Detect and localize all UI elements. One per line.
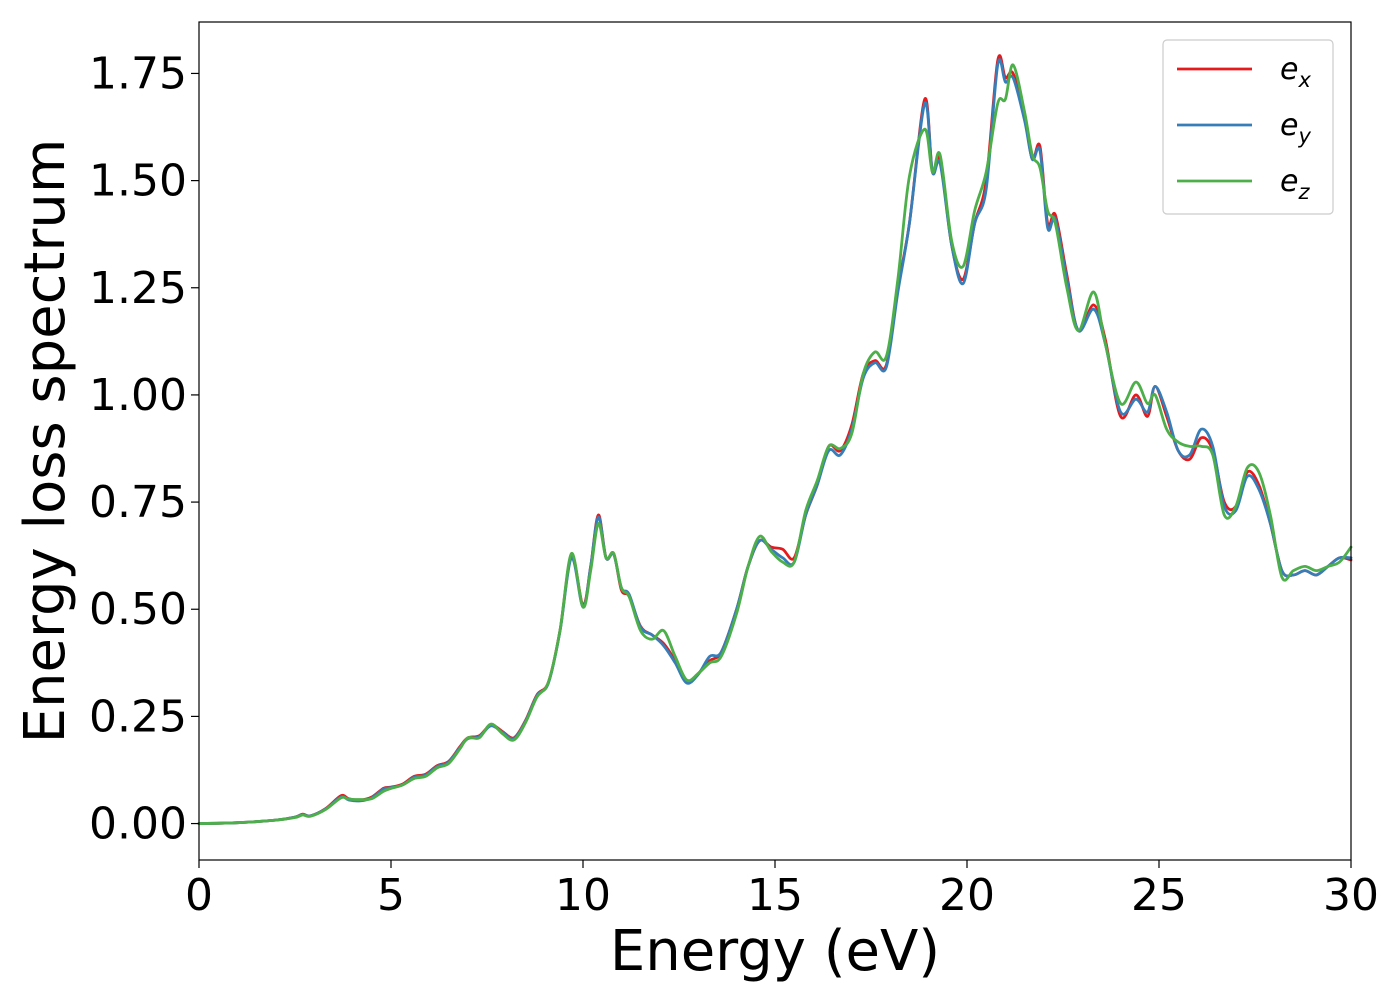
legend-label-x: ex xyxy=(1280,52,1311,92)
legend: ex ey ez xyxy=(1162,39,1334,215)
y-tick-label: 1.50 xyxy=(89,156,187,207)
series-line-z xyxy=(197,63,1353,825)
x-tick-label: 20 xyxy=(939,870,995,921)
legend-label-z: ez xyxy=(1280,164,1310,204)
y-tick-label: 1.25 xyxy=(89,263,187,314)
x-tick-label: 15 xyxy=(747,870,803,921)
legend-label-y: ey xyxy=(1280,108,1311,148)
x-axis-ticks: 0 5 10 15 20 25 30 xyxy=(185,860,1379,921)
y-tick-label: 0.00 xyxy=(89,799,187,850)
y-tick-label: 0.75 xyxy=(89,477,187,528)
y-tick-label: 0.25 xyxy=(89,691,187,742)
x-tick-label: 25 xyxy=(1131,870,1187,921)
x-tick-label: 10 xyxy=(555,870,611,921)
series-layer xyxy=(197,54,1353,825)
y-axis-ticks: 0.00 0.25 0.50 0.75 1.00 1.25 1.50 1.75 xyxy=(89,48,199,850)
x-tick-label: 30 xyxy=(1323,870,1379,921)
legend-box xyxy=(1162,39,1334,215)
x-axis-title: Energy (eV) xyxy=(610,919,940,984)
y-tick-label: 0.50 xyxy=(89,584,187,635)
x-tick-label: 0 xyxy=(185,870,213,921)
x-tick-label: 5 xyxy=(377,870,405,921)
y-tick-label: 1.00 xyxy=(89,370,187,421)
y-axis-title: Energy loss spectrum xyxy=(13,139,78,744)
y-tick-label: 1.75 xyxy=(89,48,187,99)
